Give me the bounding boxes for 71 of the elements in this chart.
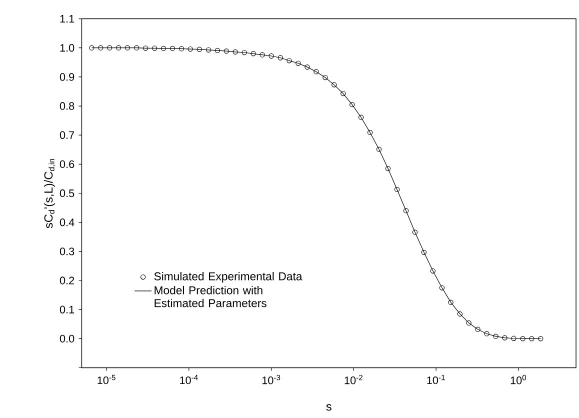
point [340, 90, 346, 96]
point [385, 166, 391, 172]
x-tick-label: 10$^{-5}$ [98, 374, 116, 384]
point [224, 48, 229, 54]
point [493, 334, 498, 339]
x-axis-title: s [326, 404, 332, 411]
point [484, 331, 490, 336]
point [314, 69, 319, 74]
point [421, 250, 427, 255]
point [350, 102, 355, 108]
y-tick-label: 0.7 [60, 131, 74, 139]
point [98, 45, 104, 50]
point [448, 300, 454, 305]
y-tick-label: 0.9 [60, 73, 74, 81]
point [124, 45, 130, 50]
point [376, 146, 382, 152]
y-tick-label: 0.4 [60, 218, 74, 226]
point [242, 50, 247, 56]
point [170, 46, 176, 51]
point [214, 48, 220, 53]
point [268, 53, 274, 58]
x-tick-label: 10$^{-4}$ [180, 374, 198, 384]
legend-label: Simulated Experimental Data [154, 272, 302, 283]
point [250, 51, 256, 56]
point [296, 60, 301, 66]
point [394, 186, 400, 192]
y-tick-label: 0.6 [60, 160, 74, 168]
y-tick-label: 0.2 [60, 276, 74, 284]
x-tick-label: 10$^{-1}$ [427, 374, 445, 384]
legend-label: Model Prediction with Estimated Parameters [154, 286, 266, 308]
point [358, 114, 364, 120]
point [403, 208, 409, 214]
point [107, 45, 112, 50]
point [116, 45, 122, 50]
y-tick-label: 1.0 [60, 44, 74, 52]
y-tick-label: 1.1 [60, 14, 74, 22]
point [466, 320, 472, 326]
x-tick-label: 10$^{-3}$ [262, 374, 280, 384]
point [134, 45, 140, 50]
y-tick-label: 0.5 [60, 189, 74, 198]
point [475, 326, 480, 332]
point [178, 46, 184, 52]
point [143, 46, 148, 51]
x-tick-label: 10$^{0}$ [510, 374, 526, 384]
y-tick-label: 0.1 [60, 306, 74, 314]
point [367, 130, 373, 135]
point [160, 46, 166, 51]
point [260, 52, 265, 58]
x-tick-label: 10$^{-2}$ [344, 374, 362, 384]
point [439, 285, 445, 290]
point [232, 49, 238, 54]
point [278, 55, 283, 60]
point [188, 46, 193, 52]
point [502, 335, 508, 340]
y-tick-label: 0.3 [60, 248, 74, 256]
point [286, 58, 292, 64]
point [304, 64, 310, 70]
point [332, 82, 337, 88]
point [529, 336, 534, 342]
y-axis-title: sC$_{d}$'(s,L)/C$_{d,in}$ [44, 158, 56, 228]
point [457, 311, 463, 316]
point [196, 46, 202, 52]
y-tick-label: 0.0 [60, 334, 74, 342]
point [152, 46, 158, 51]
y-tick-label: 0.8 [60, 102, 74, 110]
point [511, 336, 516, 341]
point [412, 230, 418, 235]
point [206, 47, 212, 52]
point [430, 268, 436, 274]
point [520, 336, 526, 342]
point [322, 74, 328, 80]
